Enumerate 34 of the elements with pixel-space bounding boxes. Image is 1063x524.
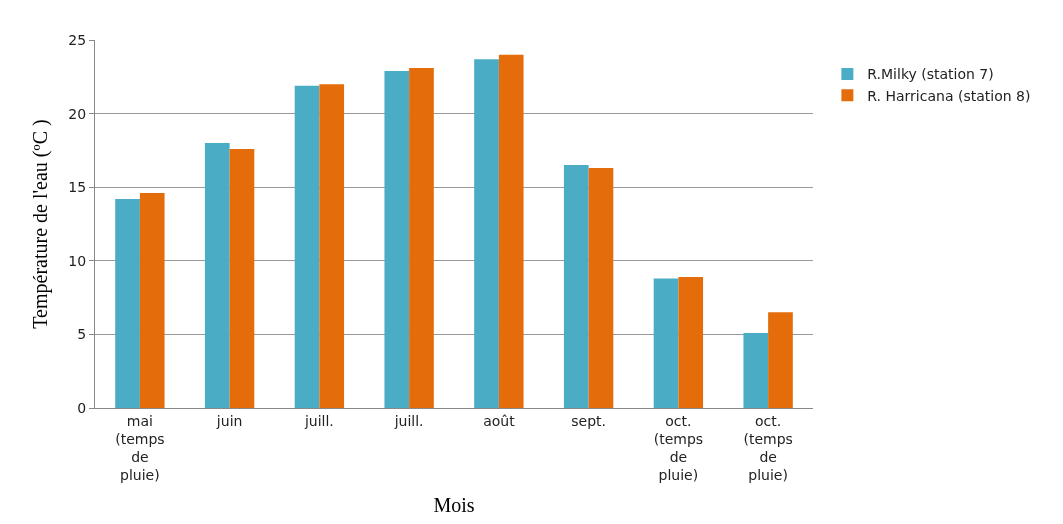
bar — [139, 193, 165, 408]
bar — [743, 332, 769, 408]
legend-label: R.Milky (station 7) — [867, 66, 994, 83]
bar — [204, 143, 230, 408]
y-tick-label: 20 — [68, 105, 87, 122]
bar — [563, 165, 589, 408]
bar — [474, 59, 499, 408]
bar — [319, 84, 345, 408]
bar — [115, 198, 140, 408]
bar — [653, 278, 679, 408]
bar — [498, 54, 524, 408]
y-axis-title: Température de l'eau (ºC ) — [28, 119, 52, 329]
x-tick-label: oct. (temps de pluie) — [653, 412, 704, 484]
bar — [588, 168, 614, 408]
bar — [294, 85, 320, 408]
y-tick-label: 15 — [68, 179, 87, 196]
x-tick-label: juill. — [303, 412, 334, 429]
x-tick-label: juin — [215, 412, 243, 429]
bar — [678, 276, 704, 408]
bar — [229, 148, 255, 408]
x-tick-label: sept. — [571, 412, 606, 429]
bar — [409, 67, 434, 408]
x-axis-title: Mois — [433, 493, 475, 516]
y-tick-label: 0 — [77, 399, 87, 416]
y-tick-label: 5 — [77, 326, 87, 343]
x-tick-label: oct. (temps de pluie) — [743, 412, 793, 484]
bar — [768, 312, 793, 408]
legend-label: R. Harricana (station 8) — [867, 87, 1031, 104]
y-tick-label: 10 — [68, 252, 87, 269]
bar — [384, 70, 410, 408]
x-tick-label: août — [483, 412, 516, 429]
x-tick-label: juill. — [393, 412, 424, 429]
y-tick-label: 25 — [68, 31, 87, 48]
x-tick-label: mai (temps de pluie) — [115, 412, 165, 484]
